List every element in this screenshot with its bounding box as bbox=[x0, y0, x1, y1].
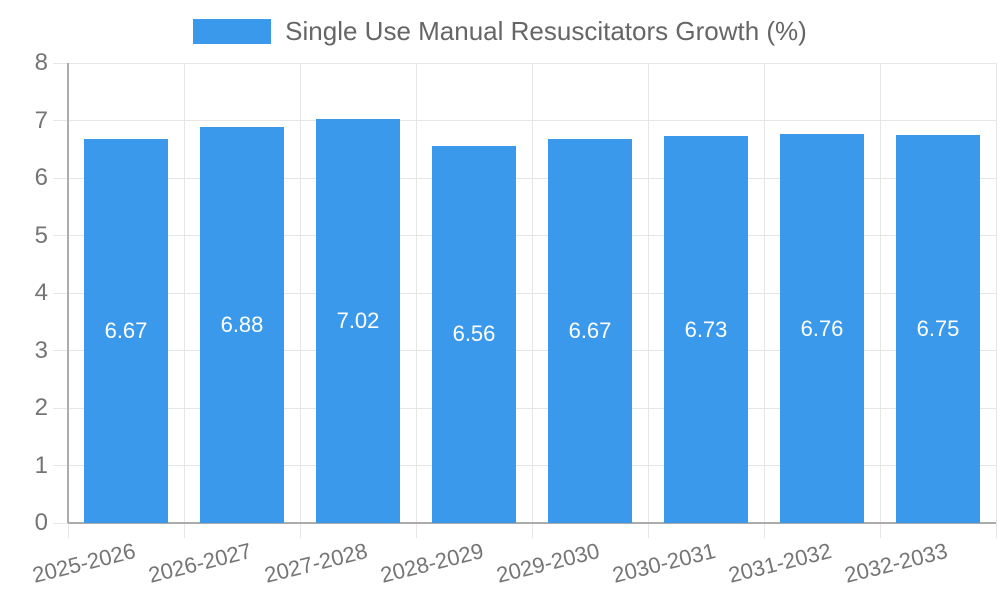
x-axis-tick bbox=[879, 523, 881, 538]
bar-value-label: 6.67 bbox=[568, 318, 612, 344]
y-axis-tick bbox=[53, 62, 68, 64]
x-axis-tick bbox=[183, 523, 185, 538]
x-tick-label: 2025-2026 bbox=[29, 538, 138, 588]
x-axis-tick bbox=[415, 523, 417, 538]
x-axis-tick bbox=[763, 523, 765, 538]
bar[interactable] bbox=[316, 119, 400, 523]
v-gridline bbox=[879, 63, 881, 523]
x-axis-tick bbox=[995, 523, 997, 538]
x-axis-tick bbox=[299, 523, 301, 538]
y-tick-label: 0 bbox=[34, 509, 48, 536]
chart-legend: Single Use Manual Resuscitators Growth (… bbox=[0, 17, 1000, 45]
x-tick-label: 2029-2030 bbox=[493, 538, 602, 588]
y-axis-tick bbox=[53, 177, 68, 179]
bar-value-label: 7.02 bbox=[336, 308, 380, 334]
x-tick-label: 2028-2029 bbox=[377, 538, 486, 588]
legend-item[interactable]: Single Use Manual Resuscitators Growth (… bbox=[193, 17, 807, 45]
y-axis-tick bbox=[53, 120, 68, 121]
x-tick-label: 2027-2028 bbox=[261, 538, 370, 588]
y-axis-tick bbox=[53, 350, 68, 351]
bar[interactable] bbox=[664, 136, 748, 523]
legend-color-swatch-icon bbox=[193, 18, 272, 44]
v-gridline bbox=[183, 63, 185, 523]
v-gridline bbox=[299, 63, 301, 523]
v-gridline bbox=[415, 63, 417, 523]
y-axis-tick bbox=[53, 522, 68, 524]
x-tick-label: 2032-2033 bbox=[841, 538, 950, 588]
y-tick-label: 5 bbox=[34, 221, 48, 249]
x-axis-tick bbox=[67, 523, 69, 538]
x-tick-label: 2031-2032 bbox=[725, 538, 834, 588]
v-gridline bbox=[995, 63, 997, 523]
y-axis-tick bbox=[53, 235, 68, 236]
y-tick-label: 3 bbox=[34, 336, 48, 364]
x-axis-tick bbox=[531, 523, 533, 538]
legend-label: Single Use Manual Resuscitators Growth (… bbox=[285, 16, 807, 46]
bar[interactable] bbox=[780, 134, 864, 523]
x-axis-tick bbox=[647, 523, 649, 538]
bar-value-label: 6.88 bbox=[220, 312, 264, 338]
y-tick-label: 2 bbox=[34, 394, 48, 421]
bar[interactable] bbox=[84, 139, 168, 523]
y-axis-tick bbox=[53, 465, 68, 466]
bar-value-label: 6.73 bbox=[684, 316, 728, 342]
v-gridline bbox=[763, 63, 765, 523]
y-tick-label: 4 bbox=[34, 279, 48, 306]
y-tick-label: 6 bbox=[34, 164, 48, 191]
y-tick-label: 8 bbox=[34, 49, 48, 76]
bar-value-label: 6.76 bbox=[800, 315, 844, 341]
bar-value-label: 6.67 bbox=[104, 318, 148, 344]
bar-value-label: 6.75 bbox=[916, 315, 960, 341]
bar[interactable] bbox=[548, 139, 632, 523]
v-gridline bbox=[531, 63, 533, 523]
x-tick-label: 2026-2027 bbox=[145, 538, 254, 588]
bar[interactable] bbox=[896, 134, 980, 523]
v-gridline bbox=[647, 63, 649, 523]
bar-value-label: 6.56 bbox=[452, 321, 496, 347]
y-axis-line bbox=[67, 63, 69, 523]
bar[interactable] bbox=[200, 127, 284, 523]
y-tick-label: 7 bbox=[34, 106, 48, 134]
y-axis-tick bbox=[53, 292, 68, 294]
bar[interactable] bbox=[432, 145, 516, 523]
x-axis-line bbox=[68, 522, 996, 524]
x-tick-label: 2030-2031 bbox=[609, 538, 718, 588]
y-tick-label: 1 bbox=[34, 451, 48, 479]
y-axis-tick bbox=[53, 407, 68, 409]
